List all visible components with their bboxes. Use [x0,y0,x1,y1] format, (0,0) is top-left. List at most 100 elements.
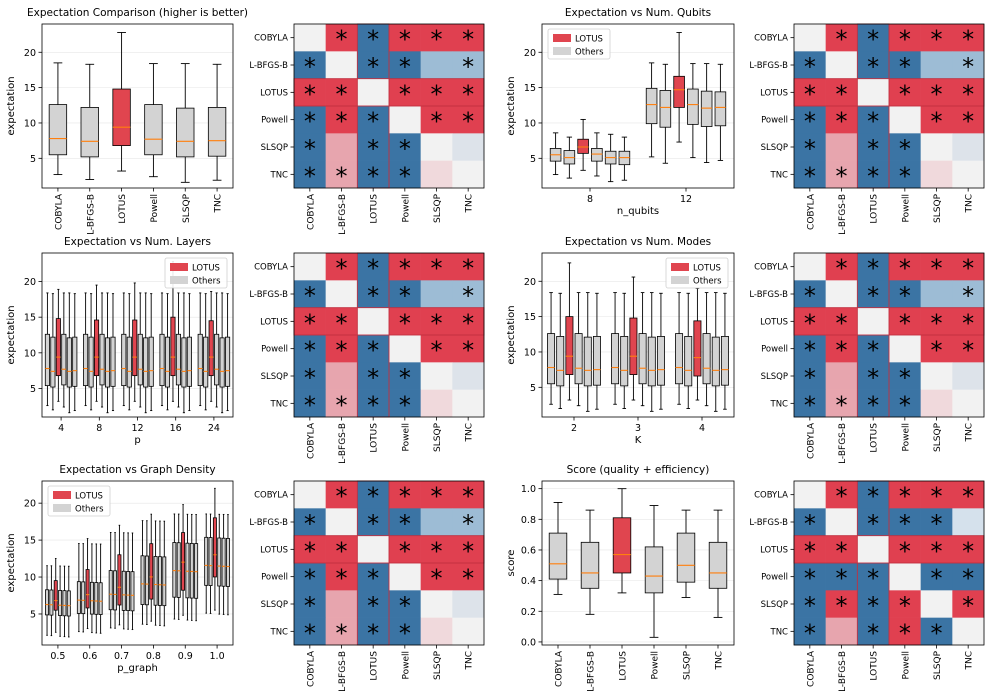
heatmap-cell [389,253,421,281]
box-iqr [99,333,105,386]
y-tick-label: 0.6 [521,545,536,556]
chart-title: Expectation vs Num. Layers [64,236,211,248]
box-l-bfgs-b [684,292,693,409]
heatmap-cell [952,563,985,591]
y-tick-label: 20 [24,277,36,288]
significance-star: * [867,255,879,283]
significance-star: * [962,108,974,136]
box-iqr [644,546,664,594]
significance-star: * [304,108,316,136]
significance-star: * [304,565,316,593]
significance-star: * [399,282,411,310]
box-iqr [110,336,116,387]
heatmap-cell [889,335,921,363]
significance-star: * [462,26,474,54]
x-axis-label: p [134,435,140,446]
heatmap-cell [794,307,826,336]
box-slsqp [700,63,713,164]
heatmap-cell [389,106,421,134]
box-cobyla [48,62,68,176]
heatmap-cell [889,307,921,336]
significance-star: * [867,391,879,419]
heatmap-cell [325,280,358,308]
heatmap-cell [889,535,921,564]
heatmap-cell [952,51,985,79]
box-iqr [162,556,167,607]
heatmap-cell [825,133,858,161]
box-lotus [55,288,61,402]
heatmap-cell [825,307,858,336]
y-tick-label: 5 [30,609,36,620]
heatmap-cell [452,508,485,536]
heatmap-cell [357,24,390,52]
legend: LOTUS Others [47,485,111,517]
heatmap-cell [420,24,453,52]
heatmap-cell [920,133,953,161]
box-iqr [170,316,176,377]
box-l-bfgs-b [80,63,99,180]
heatmap-cell [952,78,985,107]
significance-star: * [931,619,943,647]
col-label: L-BFGS-B [338,194,348,235]
significance-star: * [962,255,974,283]
box-iqr [185,542,190,599]
box-iqr [172,542,177,598]
heatmap-cell [389,362,421,390]
significance-star: * [462,108,474,136]
significance-star: * [867,510,879,538]
significance-star: * [804,282,816,310]
box-iqr [583,336,592,387]
box-tnc [714,63,727,161]
heatmap-cell [857,481,890,509]
box-l-bfgs-b [50,293,56,411]
y-tick-label: 10 [24,118,36,129]
row-label: Powell [261,573,288,583]
heatmap-cell [857,253,890,281]
box-iqr [121,570,126,611]
box-slsqp [583,292,592,412]
significance-star: * [462,510,474,538]
significance-star: * [867,364,879,392]
col-label: COBYLA [806,193,816,230]
heatmap-cell [452,78,485,107]
box-iqr [208,537,213,586]
box-lotus [53,558,58,633]
box-l-bfgs-b [563,136,576,179]
significance-star: * [836,483,848,511]
significance-star: * [836,309,848,337]
box-iqr [638,333,647,385]
heatmap-cell [920,160,953,189]
significance-star: * [462,53,474,81]
significance-star: * [867,282,879,310]
heatmap-cell [920,78,953,107]
heatmap-cell [357,481,390,509]
box-lotus [208,291,214,402]
box-lotus [565,262,574,401]
y-tick-label: 5 [530,154,536,165]
box-iqr [656,336,665,386]
heatmap-cell [952,362,985,390]
significance-star: * [304,53,316,81]
heatmap-cell [825,563,858,591]
heatmap-cell [825,78,858,107]
heatmap-cell [357,617,390,646]
box-cobyla [159,292,165,407]
boxplot-panel-6: Score (quality + efficiency) 0.0 0.2 0.4 0.6… [506,464,735,692]
box-iqr [61,333,67,386]
box-iqr [159,333,165,387]
box-tnc [207,63,227,181]
heatmap-cell [325,335,358,363]
box-slsqp [604,133,617,183]
box-iqr [711,336,720,387]
significance-star: * [836,537,848,565]
heatmap-cell [325,24,358,52]
heatmap-cell [452,280,485,308]
heatmap-cell [794,563,826,591]
heatmap-cell [889,362,921,390]
heatmap-cell [825,24,858,52]
box-tnc [186,293,192,412]
box-other [221,513,226,615]
significance-star: * [867,619,879,647]
significance-star: * [399,391,411,419]
col-label: SLSQP [433,422,443,452]
